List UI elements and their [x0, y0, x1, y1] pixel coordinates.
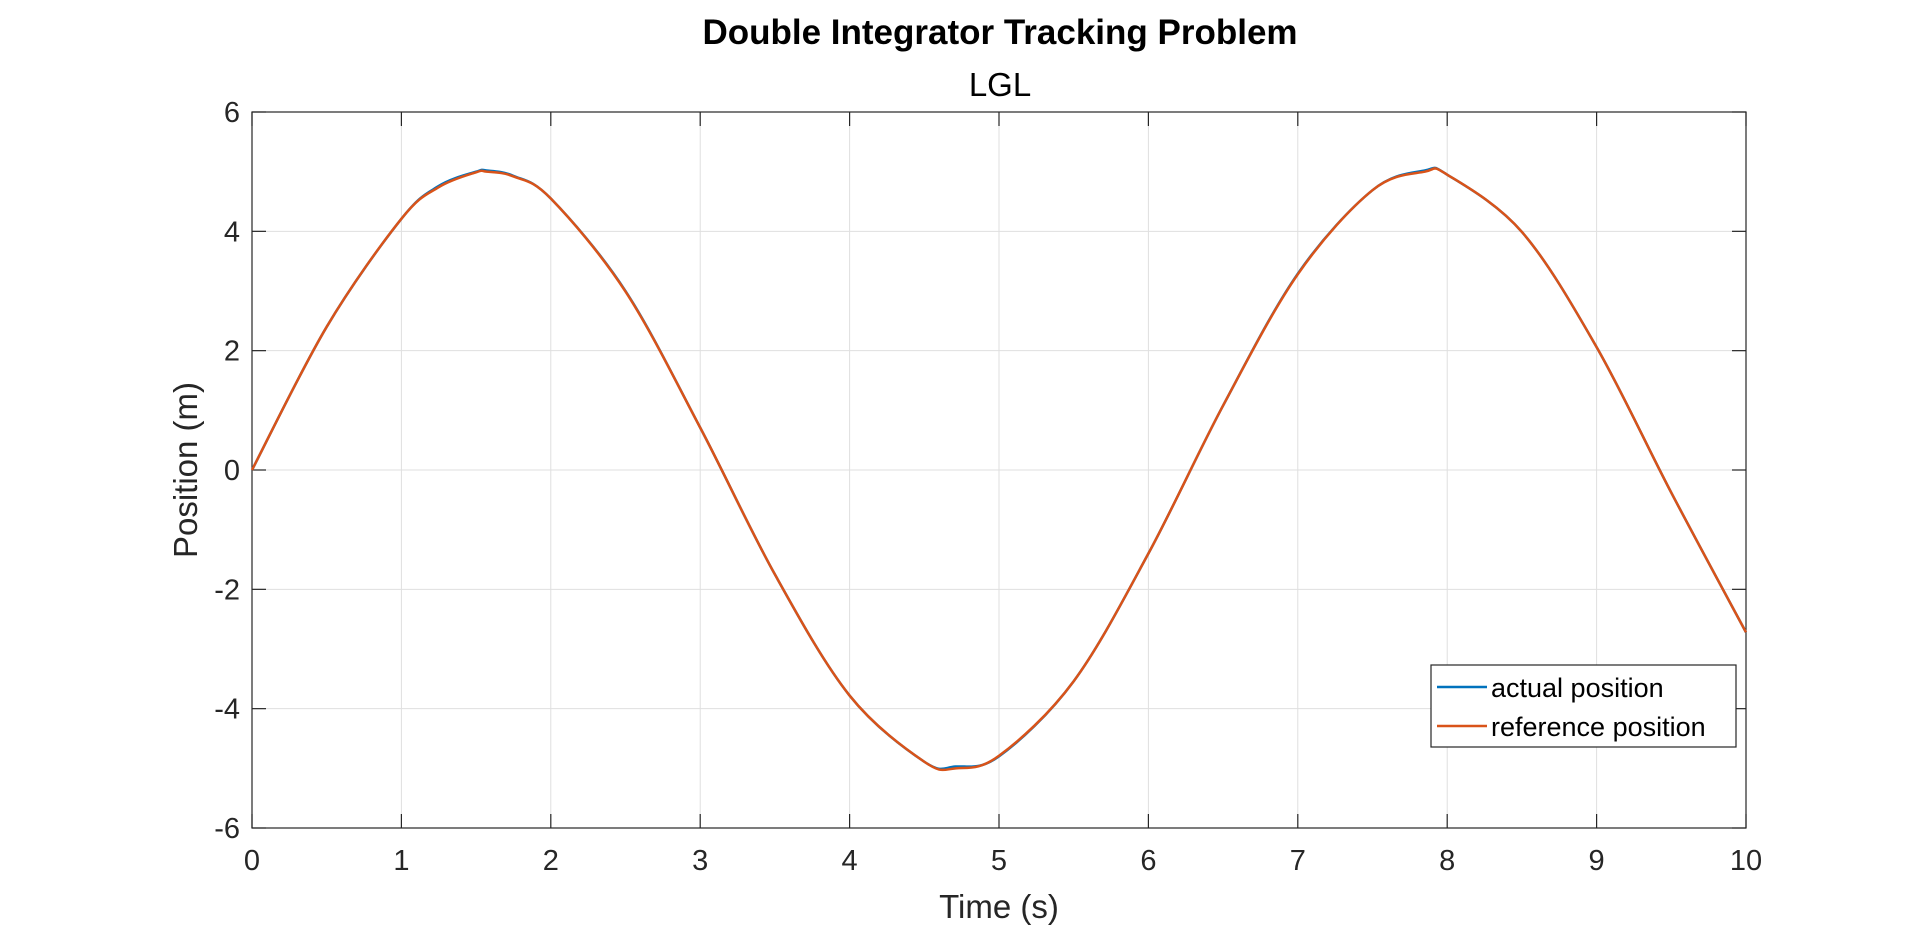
x-tick-label: 9	[1589, 845, 1605, 877]
x-tick-label: 4	[842, 845, 858, 877]
chart-title: Double Integrator Tracking Problem	[702, 13, 1297, 52]
legend: actual position reference position	[1430, 664, 1737, 748]
x-tick-label: 8	[1439, 845, 1455, 877]
series-lines	[250, 166, 1748, 772]
x-tick-label: 5	[991, 845, 1007, 877]
x-tick-label: 6	[1140, 845, 1156, 877]
x-tick-label: 1	[393, 845, 409, 877]
legend-box	[1430, 664, 1737, 748]
x-tick-label: 10	[1730, 845, 1762, 877]
x-tick-label: 2	[543, 845, 559, 877]
y-axis-label: Position (m)	[167, 382, 204, 558]
x-tick-label: 0	[244, 845, 260, 877]
y-tick-label: 4	[224, 216, 240, 248]
y-tick-label: 6	[224, 97, 240, 129]
y-tick-label: -4	[214, 694, 240, 726]
chart-subtitle: LGL	[969, 66, 1031, 103]
y-tick-label: -2	[214, 574, 240, 606]
y-tick-label: 0	[224, 455, 240, 487]
y-tick-label: 2	[224, 336, 240, 368]
series-line-reference-position	[250, 167, 1748, 772]
legend-entry-actual-position: actual position	[1491, 673, 1664, 703]
x-tick-label: 3	[692, 845, 708, 877]
legend-entry-reference-position: reference position	[1491, 712, 1706, 742]
y-tick-label: -6	[214, 813, 240, 845]
tick-labels: 0 1 2 3 4 5 6 7 8 9 10 6 4 2 0 -2 -4 -6	[214, 97, 1762, 877]
x-tick-label: 7	[1290, 845, 1306, 877]
x-axis-label: Time (s)	[939, 888, 1059, 925]
